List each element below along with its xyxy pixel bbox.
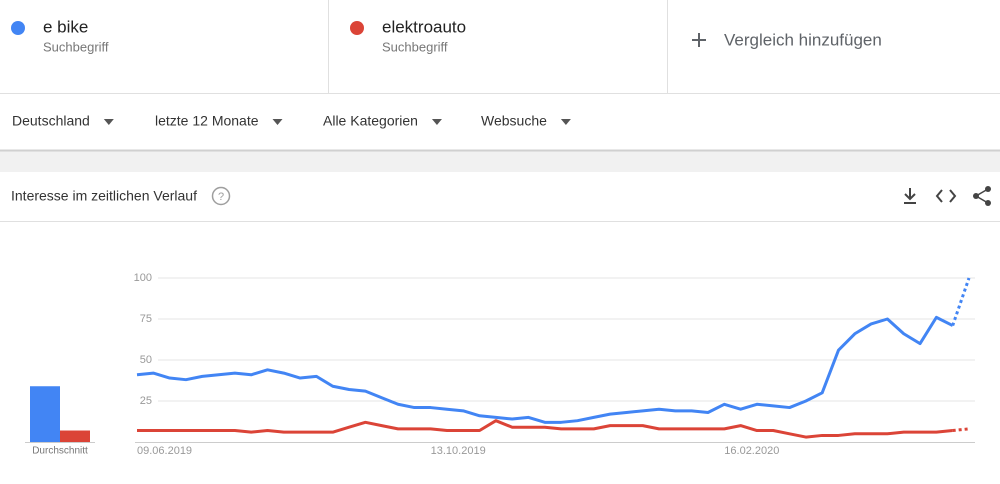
embed-glyph[interactable] [935,189,957,203]
separator-band [0,150,1000,172]
filter-dropdown[interactable]: Deutschland [12,113,90,129]
add-compare-label[interactable]: Vergleich hinzufügen [724,30,882,49]
y-tick-label: 50 [140,354,152,366]
terms-bar [0,0,1000,93]
series-line [137,419,953,439]
term-subtitle: Suchbegriff [382,39,448,54]
y-tick-label: 25 [140,395,152,407]
series-line-partial [951,277,971,327]
x-tick-label: 16.02.2020 [724,445,779,457]
term-subtitle: Suchbegriff [43,39,109,54]
terms: e bike Suchbegriff elektroauto Suchbegriff [11,17,466,54]
y-tick-label: 75 [140,313,152,325]
x-tick-label: 09.06.2019 [137,445,192,457]
average-bar [30,386,60,442]
dropdown-arrow[interactable] [560,119,571,125]
share-line[interactable] [974,188,989,204]
chart: 25 50 75 100 09.06.2019 13.10.2019 16.02.2020 D… [25,272,975,457]
dropdown-arrow[interactable] [103,119,114,125]
term-name[interactable]: elektroauto [382,17,466,36]
filter-dropdown[interactable]: Websuche [481,113,547,129]
filters: Deutschland letzte 12 Monate Alle Kategori… [12,113,571,129]
filter-dropdown[interactable]: Alle Kategorien [323,113,418,129]
help-circle[interactable] [211,186,231,206]
average-label: Durchschnitt [32,446,88,457]
help-icon[interactable]: ? [211,186,231,206]
x-tick-label: 13.10.2019 [431,445,486,457]
term-name[interactable]: e bike [43,17,88,36]
add-compare[interactable]: Vergleich hinzufügen [692,30,882,49]
term-dot [350,21,364,35]
embed-icon[interactable] [935,189,957,203]
term-dot [11,21,25,35]
series-line-partial [952,427,970,433]
filter-dropdown[interactable]: letzte 12 Monate [155,113,259,129]
download-icon[interactable] [904,188,916,204]
section-title: Interesse im zeitlichen Verlauf [11,188,197,204]
download-glyph[interactable] [904,188,916,204]
series-line [136,315,954,424]
share-icon[interactable] [973,186,991,206]
help-mark[interactable]: ? [218,191,224,203]
dropdown-arrow[interactable] [431,119,442,125]
y-tick-label: 100 [134,272,152,284]
average-bar [60,430,90,442]
dropdown-arrow[interactable] [272,119,283,125]
